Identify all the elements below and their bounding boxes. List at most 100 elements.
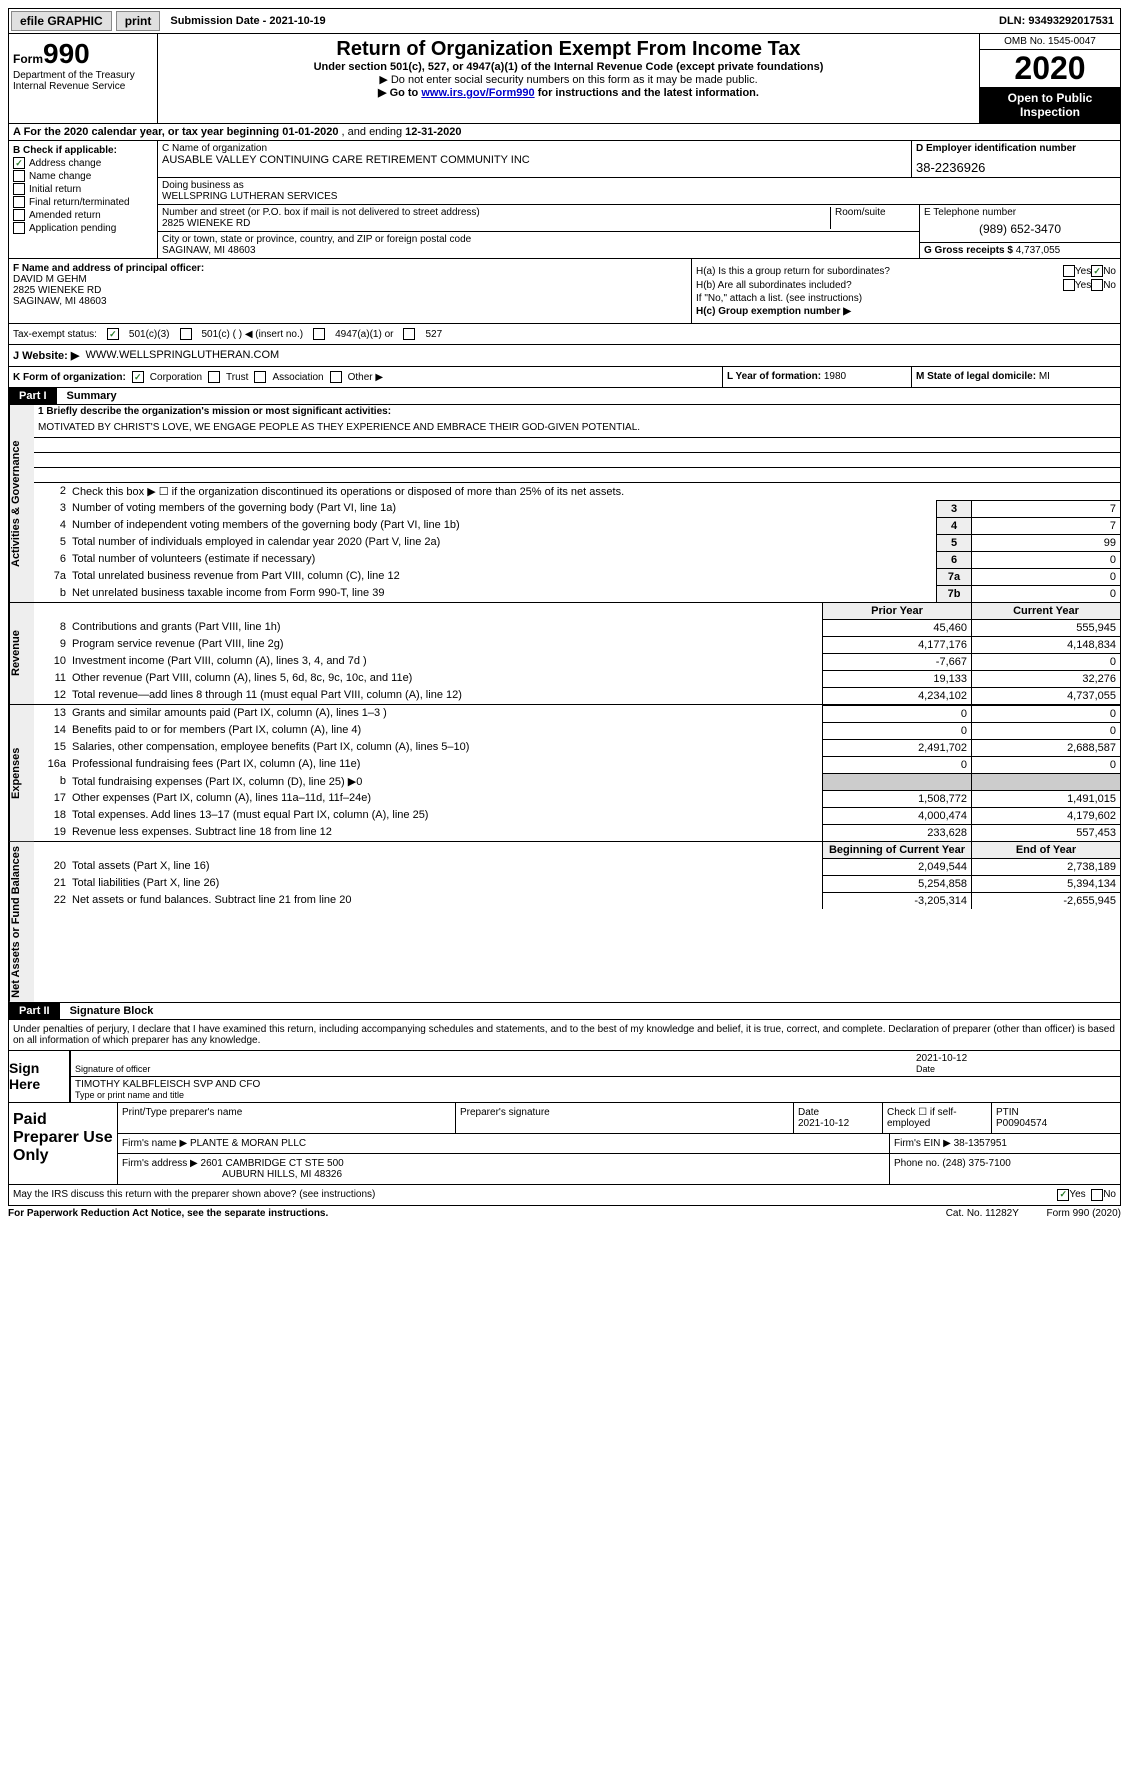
address-value: 2825 WIENEKE RD bbox=[162, 218, 830, 229]
col-l-year: L Year of formation: 1980 bbox=[722, 367, 911, 387]
section-f-h: F Name and address of principal officer:… bbox=[8, 259, 1121, 324]
line-amount: 7 bbox=[971, 500, 1120, 517]
col-prior-year: Prior Year bbox=[822, 603, 971, 619]
line-box: 6 bbox=[936, 551, 971, 568]
tax-year: 2020 bbox=[980, 50, 1120, 87]
tax-501c-checkbox[interactable] bbox=[180, 328, 192, 340]
line-prior: 45,460 bbox=[822, 619, 971, 636]
goto-pre: ▶ Go to bbox=[378, 87, 421, 99]
colb-checkbox[interactable] bbox=[13, 170, 25, 182]
discuss-no: No bbox=[1103, 1189, 1116, 1200]
colb-checkbox[interactable] bbox=[13, 222, 25, 234]
h-a-yes: Yes bbox=[1075, 266, 1091, 277]
q2-text: Check this box ▶ ☐ if the organization d… bbox=[70, 483, 1120, 500]
h-b-no-checkbox[interactable] bbox=[1091, 279, 1103, 291]
col-c: C Name of organization AUSABLE VALLEY CO… bbox=[158, 141, 1120, 258]
h-a-no-checkbox[interactable] bbox=[1091, 265, 1103, 277]
form-title: Return of Organization Exempt From Incom… bbox=[162, 38, 975, 61]
h-b-yes-checkbox[interactable] bbox=[1063, 279, 1075, 291]
header-center: Return of Organization Exempt From Incom… bbox=[158, 34, 979, 123]
phone-label: E Telephone number bbox=[920, 205, 1120, 220]
tax-year-begin: 01-01-2020 bbox=[282, 126, 338, 138]
header-right: OMB No. 1545-0047 2020 Open to Public In… bbox=[979, 34, 1120, 123]
colb-checkbox[interactable] bbox=[13, 196, 25, 208]
tax-527-checkbox[interactable] bbox=[403, 328, 415, 340]
line-prior: 2,491,702 bbox=[822, 739, 971, 756]
org-name-label: C Name of organization bbox=[162, 143, 907, 154]
sig-officer-label: Signature of officer bbox=[75, 1064, 150, 1074]
line-current: 557,453 bbox=[971, 824, 1120, 841]
line-prior: 0 bbox=[822, 705, 971, 722]
col-current-year: Current Year bbox=[971, 603, 1120, 619]
colb-checkbox[interactable] bbox=[13, 209, 25, 221]
room-label: Room/suite bbox=[830, 207, 915, 229]
line-current: 0 bbox=[971, 722, 1120, 739]
col-b-header: B Check if applicable: bbox=[13, 145, 153, 156]
line-current: 0 bbox=[971, 756, 1120, 773]
sig-date: 2021-10-12 bbox=[916, 1053, 1116, 1064]
discuss-row: May the IRS discuss this return with the… bbox=[8, 1185, 1121, 1206]
part-2-tag: Part II bbox=[9, 1003, 60, 1019]
colb-item-label: Application pending bbox=[29, 223, 116, 234]
city-value: SAGINAW, MI 48603 bbox=[162, 245, 915, 256]
tax-501c3-checkbox[interactable] bbox=[107, 328, 119, 340]
line-current: 1,491,015 bbox=[971, 790, 1120, 807]
prep-ptin-value: P00904574 bbox=[996, 1118, 1116, 1129]
side-net-assets: Net Assets or Fund Balances bbox=[9, 842, 34, 1002]
colb-item-label: Amended return bbox=[29, 210, 101, 221]
line-prior: 4,234,102 bbox=[822, 687, 971, 704]
sig-name-title: TIMOTHY KALBFLEISCH SVP AND CFO bbox=[75, 1079, 260, 1090]
line-prior bbox=[822, 773, 971, 790]
m-label: M State of legal domicile: bbox=[916, 371, 1039, 382]
efile-button[interactable]: efile GRAPHIC bbox=[11, 11, 112, 31]
summary-net-assets: Net Assets or Fund Balances Beginning of… bbox=[8, 842, 1121, 1003]
tax-501c3: 501(c)(3) bbox=[129, 329, 170, 340]
colb-checkbox[interactable] bbox=[13, 183, 25, 195]
ein-block: D Employer identification number 38-2236… bbox=[911, 141, 1120, 177]
line-current: 4,179,602 bbox=[971, 807, 1120, 824]
irs-link[interactable]: www.irs.gov/Form990 bbox=[421, 87, 534, 99]
line-box: 5 bbox=[936, 534, 971, 551]
k-other-checkbox[interactable] bbox=[330, 371, 342, 383]
line-current: 555,945 bbox=[971, 619, 1120, 636]
h-a-yes-checkbox[interactable] bbox=[1063, 265, 1075, 277]
website-label: J Website: ▶ bbox=[13, 349, 79, 362]
l-value: 1980 bbox=[824, 371, 846, 382]
line-current: 0 bbox=[971, 705, 1120, 722]
tax-501c: 501(c) ( ) ◀ (insert no.) bbox=[202, 329, 304, 340]
discuss-yes: Yes bbox=[1069, 1189, 1085, 1200]
col-end-year: End of Year bbox=[971, 842, 1120, 858]
part-1-title: Summary bbox=[57, 388, 127, 404]
officer-addr1: 2825 WIENEKE RD bbox=[13, 285, 687, 296]
dept-irs: Internal Revenue Service bbox=[13, 81, 153, 92]
line-current: 5,394,134 bbox=[971, 875, 1120, 892]
col-h-group: H(a) Is this a group return for subordin… bbox=[691, 259, 1120, 323]
discuss-question: May the IRS discuss this return with the… bbox=[13, 1189, 375, 1200]
h-b-no: No bbox=[1103, 280, 1116, 291]
form-number: 990 bbox=[43, 38, 90, 69]
colb-item-label: Initial return bbox=[29, 184, 81, 195]
line-box: 7a bbox=[936, 568, 971, 585]
colb-checkbox[interactable] bbox=[13, 157, 25, 169]
firm-ein-label: Firm's EIN ▶ bbox=[894, 1138, 954, 1149]
k-assoc-checkbox[interactable] bbox=[254, 371, 266, 383]
print-button[interactable]: print bbox=[116, 11, 161, 31]
mission-text: MOTIVATED BY CHRIST'S LOVE, WE ENGAGE PE… bbox=[34, 421, 1120, 438]
firm-addr2: AUBURN HILLS, MI 48326 bbox=[122, 1169, 885, 1180]
colb-item-label: Name change bbox=[29, 171, 91, 182]
col-k-form-org: K Form of organization: Corporation Trus… bbox=[9, 367, 722, 387]
k-trust-checkbox[interactable] bbox=[208, 371, 220, 383]
discuss-no-checkbox[interactable] bbox=[1091, 1189, 1103, 1201]
k-other: Other ▶ bbox=[348, 372, 383, 383]
submission-date: Submission Date - 2021-10-19 bbox=[162, 15, 333, 27]
sign-here-label: Sign Here bbox=[9, 1051, 69, 1102]
officer-addr2: SAGINAW, MI 48603 bbox=[13, 296, 687, 307]
line-prior: 0 bbox=[822, 756, 971, 773]
col-m-state: M State of legal domicile: MI bbox=[911, 367, 1120, 387]
discuss-yes-checkbox[interactable] bbox=[1057, 1189, 1069, 1201]
line-amount: 0 bbox=[971, 585, 1120, 602]
tax-year-mid: , and ending bbox=[342, 126, 406, 138]
part-1-header: Part I Summary bbox=[8, 388, 1121, 405]
k-corp-checkbox[interactable] bbox=[132, 371, 144, 383]
tax-4947-checkbox[interactable] bbox=[313, 328, 325, 340]
